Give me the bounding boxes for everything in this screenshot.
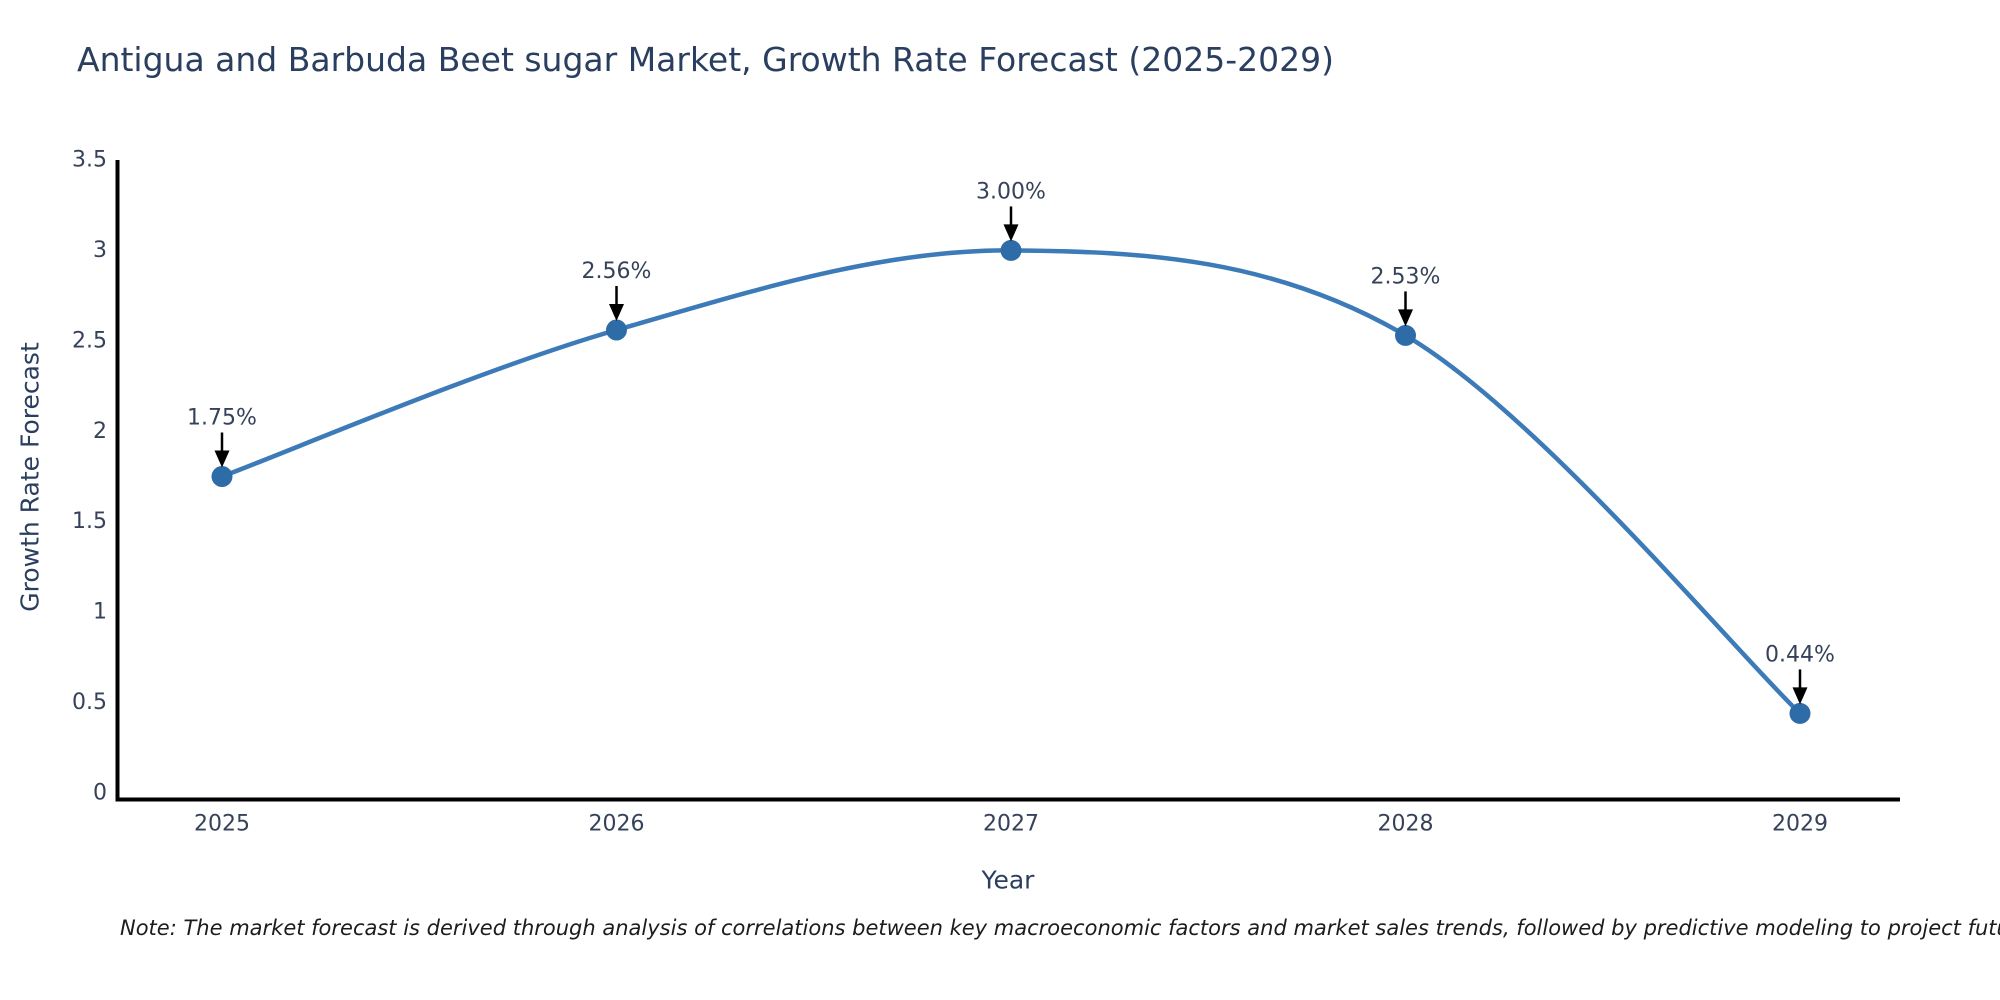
annotation-label-2028: 2.53% [1371,264,1441,289]
data-point-2026[interactable] [606,319,627,341]
x-tick-label-2028: 2028 [1378,812,1434,837]
y-tick-label-3: 3 [93,238,107,263]
data-point-2029[interactable] [1789,702,1811,724]
x-axis-title: Year [981,865,1035,895]
annotation-label-2029: 0.44% [1765,642,1835,667]
annotation-arrowhead-2027 [1003,224,1019,242]
data-point-2028[interactable] [1395,324,1416,346]
growth-rate-line [219,248,1803,716]
x-tick-label-2029: 2029 [1772,812,1828,837]
x-tick-label-2027: 2027 [983,812,1039,837]
annotation-arrowhead-2028 [1398,309,1413,327]
annotation-arrowhead-2025 [214,450,230,468]
y-tick-label-0.5: 0.5 [72,690,107,715]
annotation-arrowhead-2026 [609,304,624,322]
annotation-arrowhead-2029 [1792,687,1808,705]
footnote: Note: The market forecast is derived thr… [120,916,2000,940]
annotation-label-2025: 1.75% [187,406,257,431]
y-tick-label-0: 0 [93,781,107,806]
y-tick-label-1: 1 [93,600,107,625]
annotation-label-2027: 3.00% [976,179,1046,204]
chart-title: Antigua and Barbuda Beet sugar Market, G… [77,40,1334,79]
y-tick-label-3.5: 3.5 [72,148,107,173]
y-tick-label-1.5: 1.5 [72,509,107,534]
data-point-2025[interactable] [211,466,233,487]
x-tick-label-2026: 2026 [589,812,645,837]
data-point-2027[interactable] [1000,239,1022,261]
y-tick-label-2: 2 [93,419,107,444]
x-tick-label-2025: 2025 [194,812,250,837]
annotation-label-2026: 2.56% [582,259,652,284]
y-tick-label-2.5: 2.5 [72,328,107,353]
